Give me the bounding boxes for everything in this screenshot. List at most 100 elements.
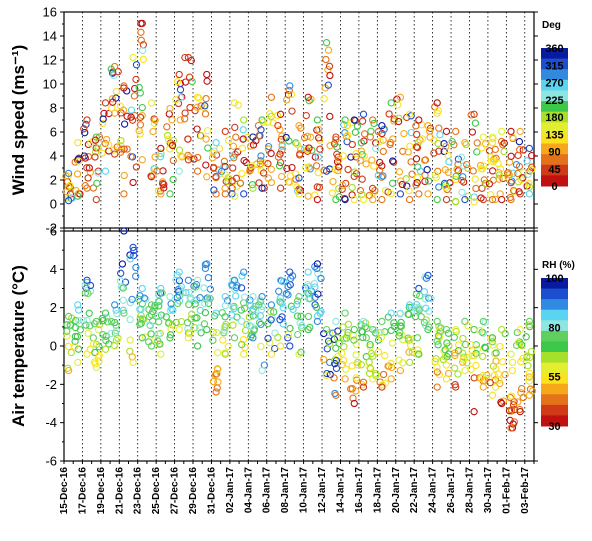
wind-data-point — [127, 106, 136, 114]
wind-data-point — [94, 144, 102, 153]
temp-data-point — [221, 350, 229, 358]
temp-data-point — [297, 348, 305, 356]
wind-data-point — [151, 116, 159, 124]
temp-data-point — [186, 294, 194, 303]
temp-data-point — [494, 370, 502, 378]
wind-ytick-label: 8 — [50, 101, 57, 116]
wind-data-point — [523, 157, 531, 165]
wind-data-point — [369, 116, 377, 124]
wind-data-point — [83, 164, 91, 172]
wind-data-point — [181, 53, 189, 62]
wind-data-point — [138, 111, 146, 120]
wind-data-point — [224, 177, 232, 186]
wind-data-point — [338, 185, 346, 193]
temp-data-point — [369, 352, 377, 360]
wind-data-point — [105, 141, 113, 149]
temp-data-point — [379, 370, 388, 379]
wind-data-point — [453, 165, 461, 174]
wind-data-point — [413, 174, 422, 182]
wind-data-point — [264, 160, 272, 168]
temp-data-point — [312, 303, 321, 311]
wind-data-point — [204, 144, 212, 152]
temp-data-point — [169, 306, 177, 314]
temp-data-point — [192, 280, 201, 289]
wind-data-point — [295, 174, 303, 182]
wind-data-point — [120, 84, 128, 92]
temp-data-point — [420, 318, 429, 327]
temp-data-point — [488, 338, 496, 346]
temp-data-point — [524, 362, 532, 370]
temp-data-point — [155, 318, 163, 326]
temp-data-point — [155, 297, 163, 306]
wind-data-point — [287, 90, 296, 99]
wind-data-point — [389, 157, 397, 165]
wind-data-point — [267, 149, 275, 158]
temp-data-point — [488, 334, 497, 342]
wind-data-point — [372, 139, 380, 147]
temp-data-point — [517, 341, 526, 349]
temp-data-point — [387, 375, 395, 383]
wind-data-point — [403, 182, 411, 190]
temp-data-point — [507, 392, 516, 400]
temp-colorbar-label: 55 — [548, 372, 560, 384]
temp-data-point — [405, 358, 414, 367]
temp-data-point — [92, 363, 100, 372]
temp-data-point — [507, 350, 515, 358]
wind-data-point — [239, 135, 247, 143]
temp-colorbar-label: 80 — [548, 322, 560, 334]
wind-data-point — [136, 113, 145, 121]
temp-data-point — [378, 383, 386, 391]
wind-data-point — [407, 112, 415, 120]
temp-data-point — [510, 398, 518, 406]
temp-data-point — [101, 309, 110, 317]
wind-data-point — [302, 164, 310, 172]
temp-data-point — [141, 333, 150, 341]
temp-data-point — [142, 295, 150, 303]
wind-data-point — [169, 156, 177, 165]
temp-xtick-label: 17-Dec-16 — [77, 467, 88, 515]
wind-data-point — [359, 110, 368, 118]
wind-data-point — [98, 149, 106, 157]
wind-data-point — [488, 133, 497, 141]
wind-data-point — [415, 190, 423, 198]
wind-data-point — [176, 116, 184, 124]
temp-data-point — [112, 321, 120, 329]
wind-data-point — [92, 133, 100, 141]
wind-data-point — [396, 93, 405, 101]
wind-data-point — [132, 61, 141, 69]
wind-data-point — [275, 162, 284, 170]
temp-data-point — [459, 358, 467, 366]
wind-data-point — [130, 92, 139, 100]
temp-data-point — [424, 325, 432, 334]
wind-data-point — [324, 81, 332, 89]
temp-data-point — [339, 323, 347, 331]
temp-data-point — [219, 336, 227, 344]
wind-data-point — [127, 113, 135, 121]
wind-data-point — [248, 181, 257, 189]
temp-data-point — [357, 361, 365, 369]
wind-data-point — [481, 140, 490, 148]
temp-data-point — [461, 317, 469, 326]
wind-data-point — [212, 139, 220, 147]
temp-data-point — [230, 302, 238, 311]
wind-data-point — [212, 172, 220, 181]
wind-data-point — [332, 133, 340, 141]
wind-data-point — [516, 127, 524, 136]
wind-data-point — [93, 179, 101, 187]
temp-data-point — [525, 377, 533, 385]
wind-colorbar-label: 90 — [548, 147, 560, 159]
wind-data-point — [430, 149, 438, 157]
wind-data-point — [315, 183, 324, 192]
wind-data-point — [503, 169, 512, 177]
temp-data-point — [257, 342, 265, 351]
wind-data-point — [387, 99, 395, 107]
wind-data-point — [138, 103, 146, 112]
wind-data-point — [367, 127, 375, 135]
wind-data-point — [184, 135, 192, 143]
wind-data-point — [433, 195, 441, 204]
temp-data-point — [479, 352, 487, 361]
wind-data-point — [406, 142, 414, 150]
wind-data-point — [74, 139, 82, 147]
temp-data-point — [459, 355, 467, 363]
